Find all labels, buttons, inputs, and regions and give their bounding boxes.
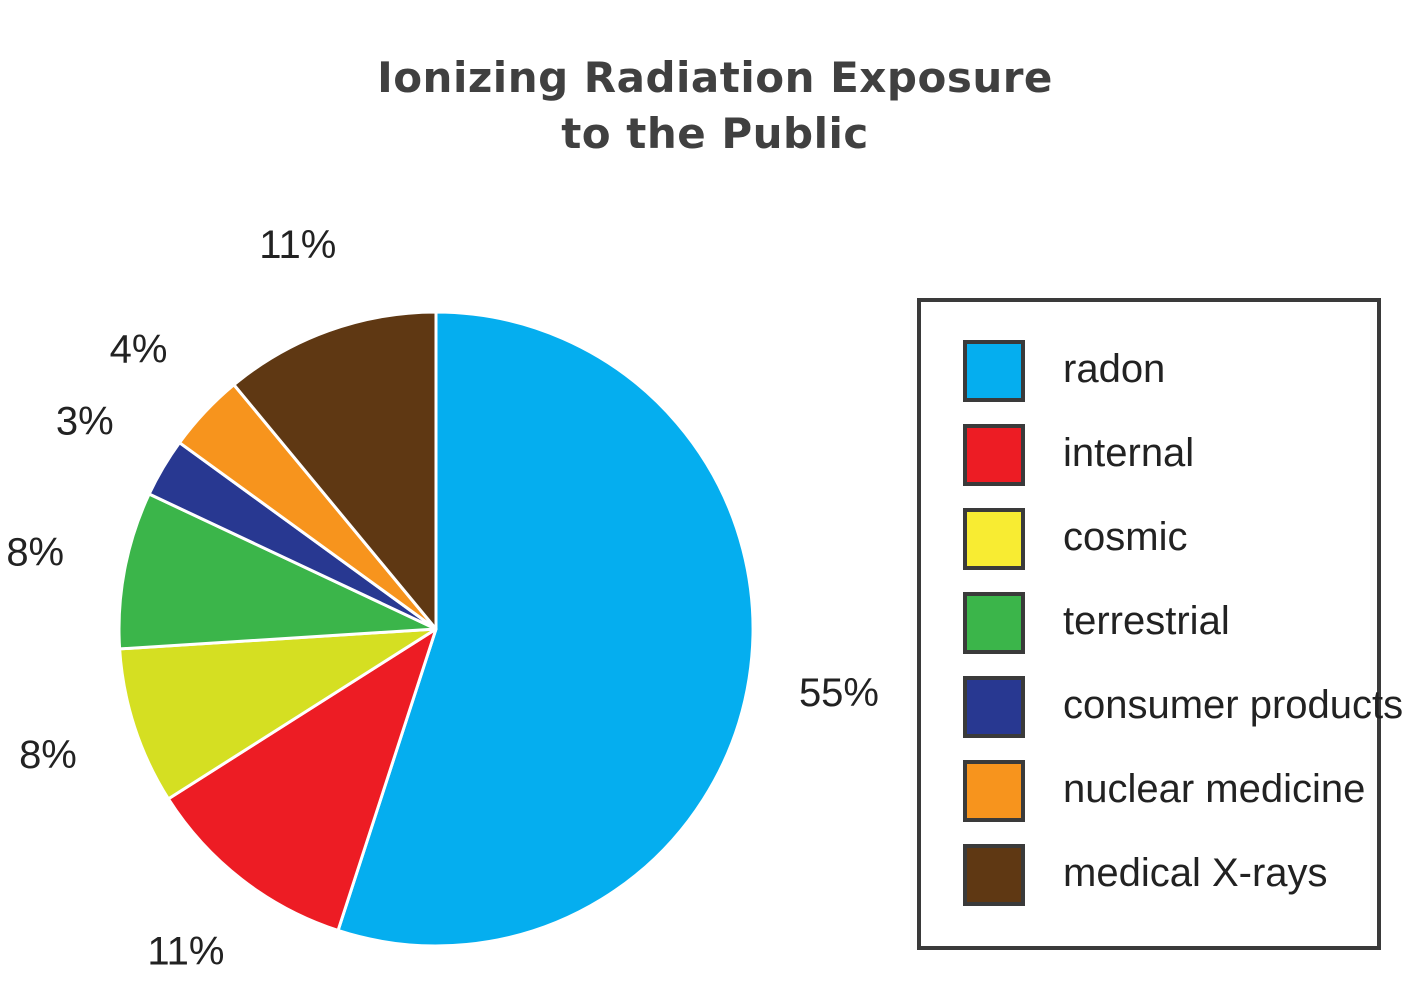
legend-swatch-medical-x-rays [963,844,1025,906]
pie-slices [117,310,755,948]
legend-swatch-internal [963,424,1025,486]
legend-item-nuclear-medicine: nuclear medicine [963,760,1383,826]
pie-slice-medical-x-rays [232,310,438,631]
chart-title-line-1: Ionizing Radiation Exposure [377,53,1053,102]
legend-item-medical-x-rays: medical X-rays [963,844,1383,910]
legend-swatch-terrestrial [963,592,1025,654]
legend-label-cosmic: cosmic [1063,515,1188,559]
value-label-terrestrial: 8% [6,531,64,575]
value-label-consumer-products: 3% [56,399,114,443]
legend-item-radon: radon [963,340,1383,406]
pie-slice-cosmic [118,627,438,801]
value-label-radon: 55% [799,671,879,715]
value-label-cosmic: 8% [19,733,77,777]
legend-swatch-cosmic [963,508,1025,570]
legend-item-consumer-products: consumer products [963,676,1403,742]
legend-item-internal: internal [963,424,1383,490]
chart-title-line-2: to the Public [561,109,869,158]
pie-slice-radon [336,310,755,948]
pie-slice-internal [166,627,438,932]
legend-item-cosmic: cosmic [963,508,1383,574]
value-label-nuclear-medicine: 4% [110,328,168,372]
legend-label-terrestrial: terrestrial [1063,599,1230,643]
legend-item-terrestrial: terrestrial [963,592,1383,658]
legend-label-radon: radon [1063,347,1166,391]
legend: radon internal cosmic terrestrial consumer p… [917,298,1403,950]
legend-swatch-nuclear-medicine [963,760,1025,822]
pie-value-labels: 55% 11% 8% 8% 3% 4% 11% [6,223,879,973]
pie-slice-terrestrial [117,492,438,651]
value-label-internal: 11% [147,929,224,973]
legend-label-internal: internal [1063,431,1195,475]
legend-label-medical-x-rays: medical X-rays [1063,851,1328,895]
legend-swatch-consumer-products [963,676,1025,738]
chart-title: Ionizing Radiation Exposure to the Publi… [0,50,1416,162]
legend-label-consumer-products: consumer products [1063,683,1404,727]
legend-label-nuclear-medicine: nuclear medicine [1063,767,1366,811]
legend-swatch-radon [963,340,1025,402]
value-label-medical-x-rays: 11% [259,223,336,267]
